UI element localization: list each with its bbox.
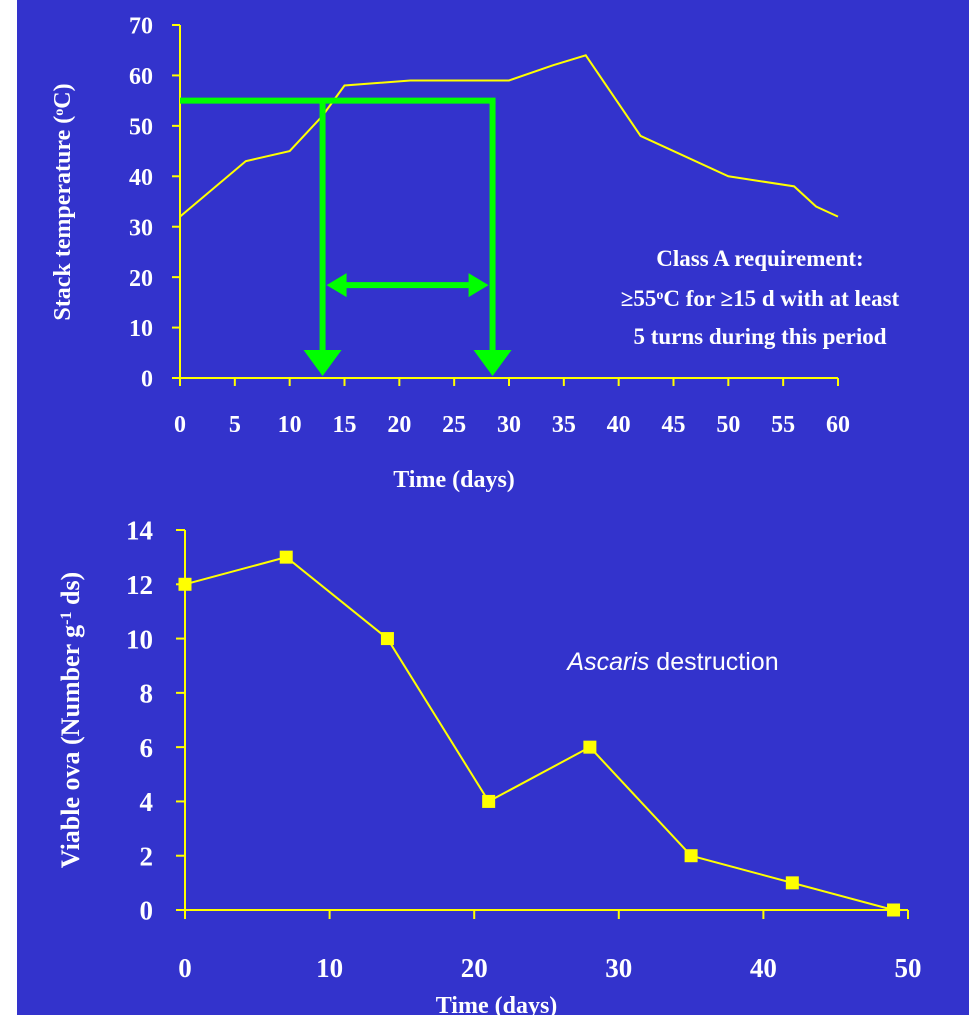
chart1-y-tick-label: 40 bbox=[129, 165, 153, 191]
chart1-x-tick-label: 45 bbox=[662, 412, 686, 438]
chart1-y-tick-label: 30 bbox=[129, 215, 153, 241]
chart1-x-tick-label: 30 bbox=[497, 412, 521, 438]
chart2-y-tick-label: 0 bbox=[140, 896, 154, 926]
chart1-x-tick-label: 50 bbox=[716, 412, 740, 438]
chart1-x-tick-label: 35 bbox=[552, 412, 576, 438]
chart1-x-tick-label: 55 bbox=[771, 412, 795, 438]
chart1-x-tick-label: 0 bbox=[174, 412, 186, 438]
chart2-data-point bbox=[279, 550, 293, 564]
chart1-y-tick-label: 20 bbox=[129, 266, 153, 292]
chart1-x-tick-label: 5 bbox=[229, 412, 241, 438]
chart1-x-tick-label: 25 bbox=[442, 412, 466, 438]
annotation-line-2: ≥55oC for ≥15 d with at least bbox=[621, 286, 900, 311]
chart2-x-axis-label: Time (days) bbox=[436, 993, 558, 1015]
chart2-y-tick-label: 2 bbox=[140, 841, 154, 871]
chart2-data-point bbox=[178, 577, 192, 591]
chart1-y-tick-label: 0 bbox=[141, 367, 153, 393]
requirement-start-arrowhead bbox=[303, 350, 342, 376]
ascaris-annotation: Ascaris destruction bbox=[565, 648, 778, 676]
chart1-x-tick-label: 20 bbox=[387, 412, 411, 438]
chart2-x-tick-label: 0 bbox=[178, 953, 192, 983]
chart2-data-point bbox=[380, 632, 394, 646]
requirement-duration-arrow-left bbox=[326, 273, 347, 298]
chart1-x-tick-label: 15 bbox=[333, 412, 357, 438]
chart2-data-point bbox=[785, 876, 799, 890]
chart2-x-tick-label: 30 bbox=[605, 953, 632, 983]
chart2-y-tick-label: 4 bbox=[140, 787, 154, 817]
chart1-y-tick-label: 60 bbox=[129, 64, 153, 90]
chart2-y-tick-label: 10 bbox=[126, 624, 153, 654]
chart1-y-axis-label: Stack temperature (oC) bbox=[50, 83, 76, 320]
chart2-data-point bbox=[583, 740, 597, 754]
chart2-data-point bbox=[887, 903, 901, 917]
chart1-y-tick-label: 70 bbox=[129, 14, 153, 40]
annotation-line-1: Class A requirement: bbox=[656, 246, 863, 271]
chart2-x-tick-label: 40 bbox=[750, 953, 777, 983]
chart1-x-tick-label: 40 bbox=[607, 412, 631, 438]
chart2-data-point bbox=[684, 849, 698, 863]
chart2-series-line bbox=[184, 556, 894, 911]
chart1-x-axis-label: Time (days) bbox=[393, 467, 515, 493]
chart1-y-tick-label: 50 bbox=[129, 114, 153, 140]
chart2-y-tick-label: 12 bbox=[126, 570, 153, 600]
chart2-x-tick-label: 50 bbox=[895, 953, 922, 983]
chart1-x-tick-label: 60 bbox=[826, 412, 850, 438]
annotation-line-3: 5 turns during this period bbox=[633, 324, 886, 349]
chart2-y-axis-label: Viable ova (Number g-1 ds) bbox=[56, 572, 85, 868]
chart1-x-tick-label: 10 bbox=[278, 412, 302, 438]
chart1-series-line bbox=[179, 54, 839, 218]
chart2-y-tick-label: 6 bbox=[140, 733, 154, 763]
chart2-x-tick-label: 10 bbox=[316, 953, 343, 983]
chart1-y-tick-label: 10 bbox=[129, 316, 153, 342]
chart2-data-point bbox=[482, 794, 496, 808]
chart2-y-tick-label: 14 bbox=[126, 516, 153, 546]
chart2-y-tick-label: 8 bbox=[140, 679, 154, 709]
requirement-end-arrowhead bbox=[473, 350, 512, 376]
chart2-x-tick-label: 20 bbox=[461, 953, 488, 983]
requirement-duration-arrow-right bbox=[468, 273, 489, 298]
